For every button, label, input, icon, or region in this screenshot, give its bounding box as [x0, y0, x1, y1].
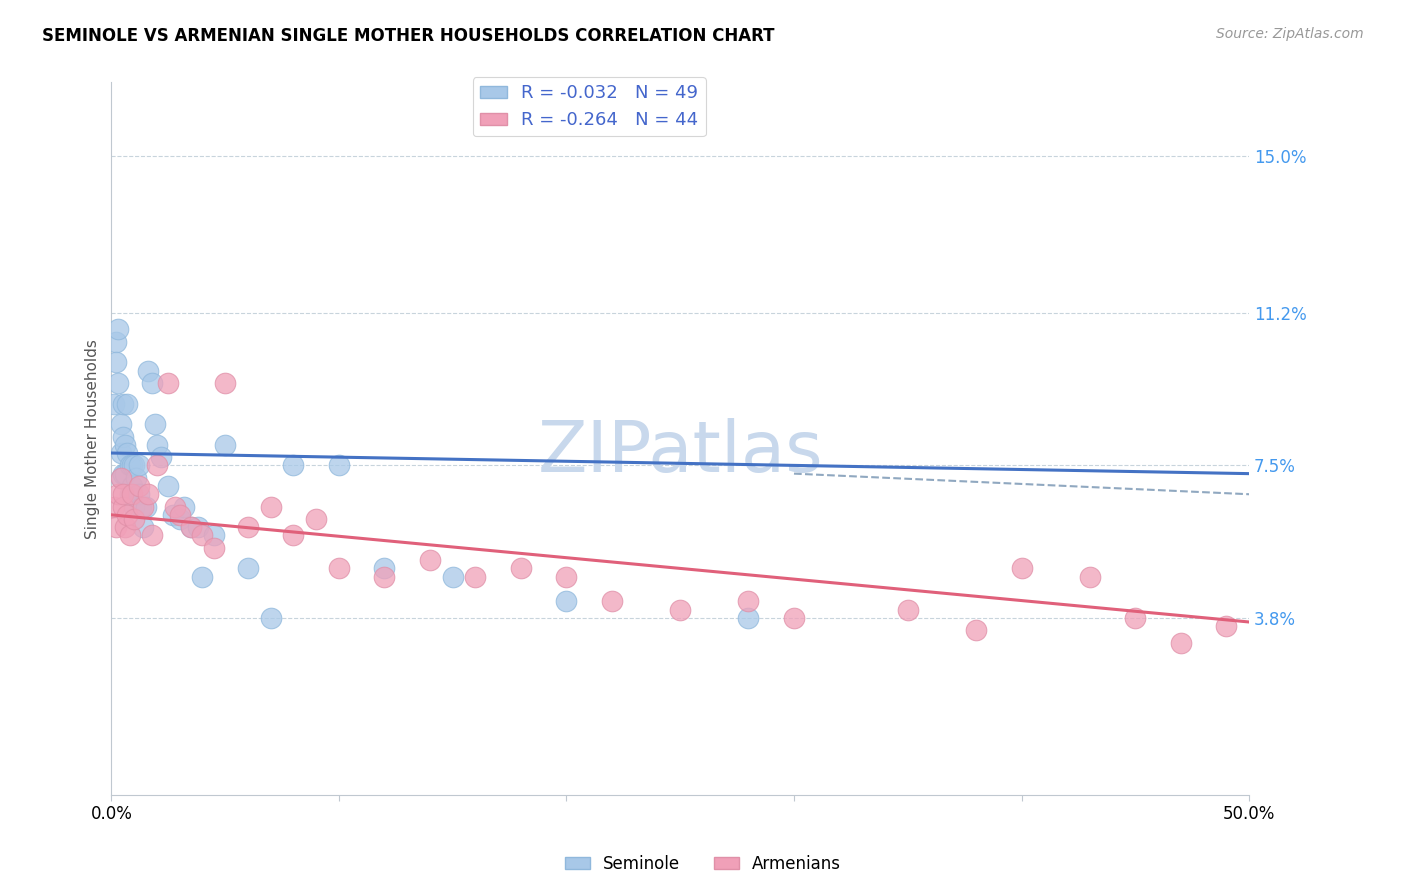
Point — [165, 500, 187, 514]
Point — [128, 458, 150, 473]
Point — [128, 479, 150, 493]
Point — [110, 417, 132, 432]
Point — [236, 561, 259, 575]
Point — [169, 512, 191, 526]
Point — [143, 417, 166, 432]
Point — [146, 438, 169, 452]
Legend: R = -0.032   N = 49, R = -0.264   N = 44: R = -0.032 N = 49, R = -0.264 N = 44 — [472, 77, 706, 136]
Point — [118, 528, 141, 542]
Point — [107, 487, 129, 501]
Point — [260, 500, 283, 514]
Point — [1123, 611, 1146, 625]
Point — [202, 528, 225, 542]
Point — [1170, 635, 1192, 649]
Point — [510, 561, 533, 575]
Point — [283, 458, 305, 473]
Point — [121, 487, 143, 501]
Point — [128, 487, 150, 501]
Point — [260, 611, 283, 625]
Point — [965, 624, 987, 638]
Point — [136, 363, 159, 377]
Point — [464, 569, 486, 583]
Point — [441, 569, 464, 583]
Point — [121, 458, 143, 473]
Point — [122, 458, 145, 473]
Point — [373, 561, 395, 575]
Point — [283, 528, 305, 542]
Point — [146, 458, 169, 473]
Point — [157, 376, 180, 390]
Point — [328, 458, 350, 473]
Point — [132, 520, 155, 534]
Point — [191, 569, 214, 583]
Point — [305, 512, 328, 526]
Point — [118, 458, 141, 473]
Point — [157, 479, 180, 493]
Point — [111, 487, 134, 501]
Point — [328, 561, 350, 575]
Point — [122, 512, 145, 526]
Text: Source: ZipAtlas.com: Source: ZipAtlas.com — [1216, 27, 1364, 41]
Point — [173, 500, 195, 514]
Point — [114, 438, 136, 452]
Point — [373, 569, 395, 583]
Point — [114, 520, 136, 534]
Text: ZIPatlas: ZIPatlas — [537, 418, 823, 487]
Point — [169, 508, 191, 522]
Point — [236, 520, 259, 534]
Point — [117, 508, 139, 522]
Point — [737, 611, 759, 625]
Point — [104, 334, 127, 349]
Point — [897, 602, 920, 616]
Point — [136, 487, 159, 501]
Point — [141, 376, 163, 390]
Point — [555, 594, 578, 608]
Point — [114, 467, 136, 481]
Point — [132, 500, 155, 514]
Y-axis label: Single Mother Households: Single Mother Households — [86, 339, 100, 539]
Point — [111, 500, 134, 514]
Point — [117, 446, 139, 460]
Point — [122, 500, 145, 514]
Point — [121, 479, 143, 493]
Point — [1215, 619, 1237, 633]
Point — [555, 569, 578, 583]
Point — [111, 467, 134, 481]
Point — [125, 471, 148, 485]
Point — [110, 471, 132, 485]
Point — [104, 520, 127, 534]
Point — [187, 520, 209, 534]
Point — [214, 438, 236, 452]
Legend: Seminole, Armenians: Seminole, Armenians — [558, 848, 848, 880]
Point — [419, 553, 441, 567]
Point — [214, 376, 236, 390]
Point — [600, 594, 623, 608]
Point — [104, 355, 127, 369]
Point — [180, 520, 202, 534]
Point — [737, 594, 759, 608]
Point — [150, 450, 173, 465]
Point — [783, 611, 806, 625]
Point — [135, 500, 157, 514]
Point — [107, 322, 129, 336]
Point — [117, 396, 139, 410]
Point — [103, 396, 125, 410]
Point — [141, 528, 163, 542]
Point — [103, 500, 125, 514]
Point — [1078, 569, 1101, 583]
Point — [110, 471, 132, 485]
Point — [129, 500, 152, 514]
Point — [107, 376, 129, 390]
Point — [111, 429, 134, 443]
Point — [111, 396, 134, 410]
Point — [1011, 561, 1033, 575]
Point — [110, 446, 132, 460]
Text: SEMINOLE VS ARMENIAN SINGLE MOTHER HOUSEHOLDS CORRELATION CHART: SEMINOLE VS ARMENIAN SINGLE MOTHER HOUSE… — [42, 27, 775, 45]
Point — [180, 520, 202, 534]
Point — [669, 602, 692, 616]
Point — [202, 541, 225, 555]
Point — [118, 487, 141, 501]
Point — [162, 508, 184, 522]
Point — [191, 528, 214, 542]
